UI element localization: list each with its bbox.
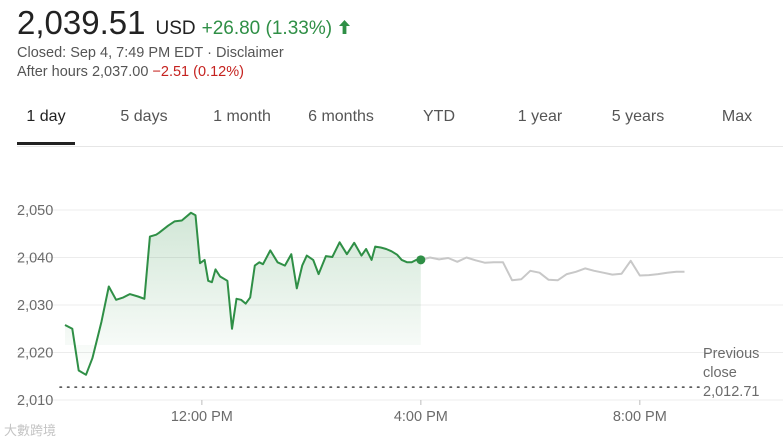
y-tick-label: 2,050 xyxy=(17,203,53,219)
tab-1-year[interactable]: 1 year xyxy=(517,108,563,125)
y-tick-label: 2,010 xyxy=(17,393,53,409)
y-tick-label: 2,040 xyxy=(17,251,53,267)
currency-code: USD xyxy=(155,18,196,39)
regular-session-line xyxy=(64,211,421,376)
tab-6-months[interactable]: 6 months xyxy=(308,108,374,125)
close-point-marker xyxy=(416,255,426,265)
after-hours-change: −2.51 (0.12%) xyxy=(152,64,244,80)
arrow-up-icon xyxy=(338,19,351,35)
after-hours-price: After hours 2,037.00 xyxy=(17,64,149,80)
price-change: +26.80 (1.33%) xyxy=(201,18,333,39)
watermark: 大數跨境 xyxy=(4,423,57,438)
separator-dot: · xyxy=(207,45,213,61)
previous-close-value: 2,012.71 xyxy=(703,384,759,400)
market-status: Closed: Sep 4, 7:49 PM EDT · Disclaimer xyxy=(17,45,284,61)
price-header: 2,039.51 USD +26.80 (1.33%) xyxy=(17,4,351,42)
x-tick-label: 8:00 PM xyxy=(613,409,667,425)
x-tick-label: 12:00 PM xyxy=(171,409,233,425)
tab-max[interactable]: Max xyxy=(721,108,753,125)
tab-1-month[interactable]: 1 month xyxy=(213,108,271,125)
tab-1-day[interactable]: 1 day xyxy=(26,108,66,125)
closed-text: Closed: Sep 4, 7:49 PM EDT xyxy=(17,45,204,61)
y-tick-label: 2,020 xyxy=(17,346,53,362)
range-tabs: 1 day 5 days 1 month 6 months YTD 1 year… xyxy=(0,95,783,146)
previous-close-label: Previous xyxy=(703,346,759,362)
y-tick-label: 2,030 xyxy=(17,298,53,314)
previous-close-label: close xyxy=(703,365,737,381)
tabs-divider xyxy=(17,146,783,147)
x-tick-label: 4:00 PM xyxy=(394,409,448,425)
active-tab-indicator xyxy=(17,142,75,145)
current-price: 2,039.51 xyxy=(17,4,146,41)
after-hours-line xyxy=(420,256,685,282)
regular-session-area xyxy=(65,212,421,375)
tab-ytd[interactable]: YTD xyxy=(423,108,455,125)
tab-5-days[interactable]: 5 days xyxy=(120,108,168,125)
disclaimer-link[interactable]: Disclaimer xyxy=(216,45,284,61)
tab-5-years[interactable]: 5 years xyxy=(611,108,665,125)
after-hours-info: After hours 2,037.00 −2.51 (0.12%) xyxy=(17,64,244,80)
